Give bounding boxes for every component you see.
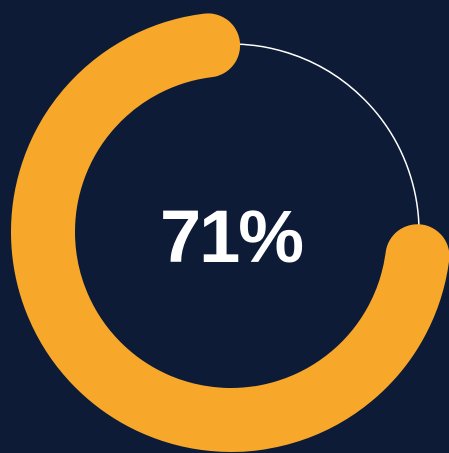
progress-arc: [11, 13, 449, 452]
progress-track: [207, 43, 420, 257]
